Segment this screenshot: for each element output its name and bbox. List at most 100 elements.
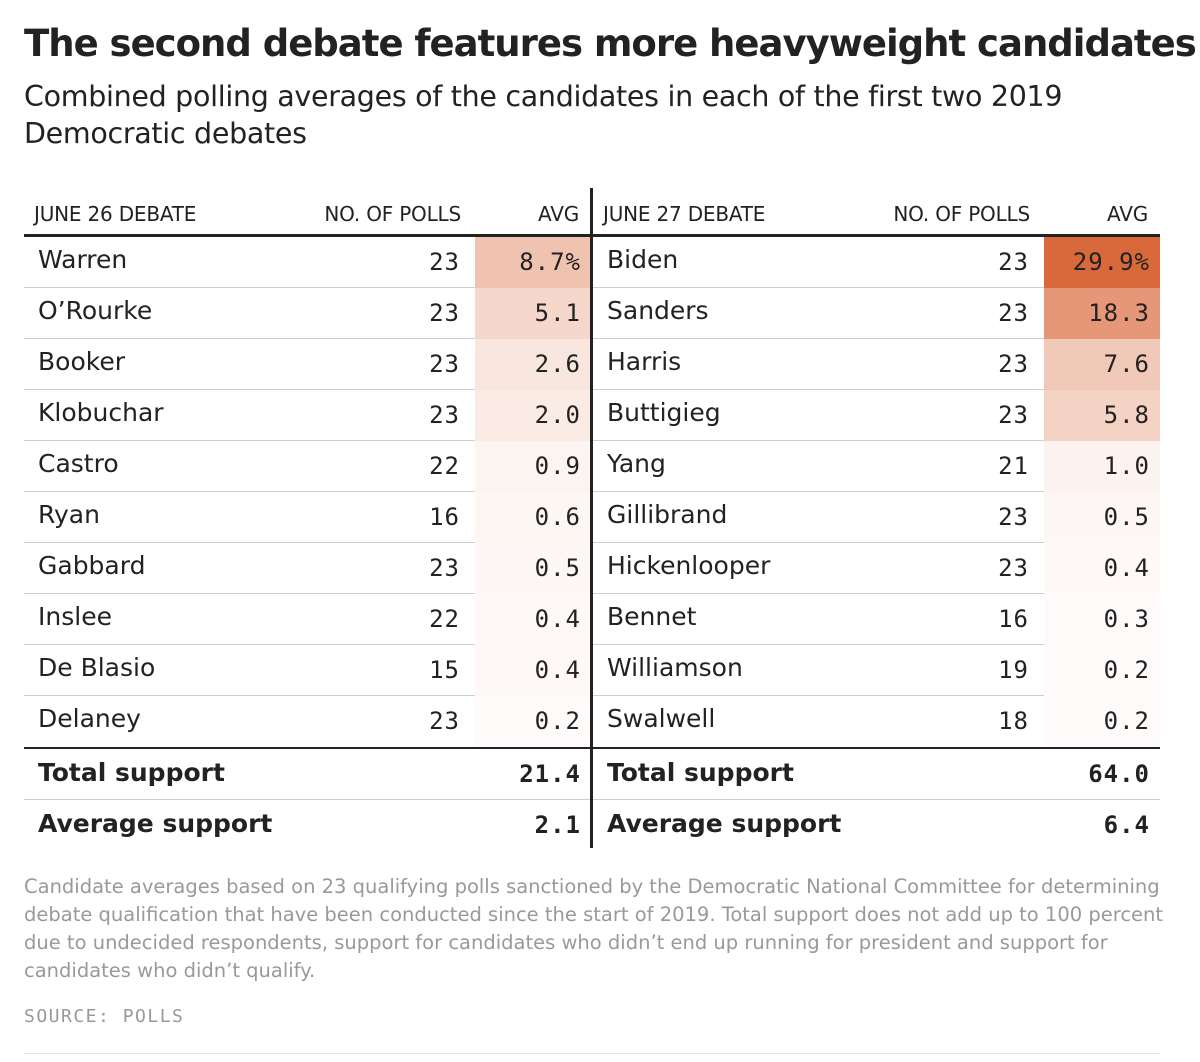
table-row: Inslee 22 0.4 — [24, 594, 591, 645]
candidate-rows: Warren 23 8.7% O’Rourke 23 5.1 Booker 23 2.6 Klob… — [24, 237, 591, 747]
avg-heat-cell — [475, 441, 591, 492]
table-row: Ryan 16 0.6 — [24, 492, 591, 543]
avg-heat-cell — [1044, 237, 1160, 288]
table-row: Swalwell 18 0.2 — [593, 696, 1160, 747]
total-support-label: Total support — [607, 758, 794, 787]
poll-count: 23 — [998, 503, 1029, 531]
table-header: JUNE 26 DEBATE NO. OF POLLS AVG — [24, 188, 591, 234]
avg-heat-cell — [1044, 339, 1160, 390]
header-avg: AVG — [538, 202, 579, 226]
polling-average: 2.6 — [534, 350, 581, 378]
summary-rule — [24, 747, 591, 749]
table-row: Booker 23 2.6 — [24, 339, 591, 390]
avg-heat-cell — [475, 339, 591, 390]
polling-average: 0.4 — [534, 656, 581, 684]
candidate-rows: Biden 23 29.9% Sanders 23 18.3 Harris 23 7.6 Butt… — [593, 237, 1160, 747]
polling-average: 8.7% — [519, 248, 581, 276]
candidate-name: Delaney — [38, 704, 141, 733]
candidate-name: De Blasio — [38, 653, 156, 682]
total-support-row: Total support 64.0 — [593, 749, 1160, 800]
header-rule — [593, 234, 1160, 237]
avg-heat-cell — [475, 237, 591, 288]
polling-average: 1.0 — [1103, 452, 1150, 480]
debate-polling-table: JUNE 26 DEBATE NO. OF POLLS AVG Warren 23 8.7… — [24, 188, 1160, 848]
poll-count: 16 — [429, 503, 460, 531]
total-support-value: 64.0 — [1088, 760, 1150, 788]
poll-count: 16 — [998, 605, 1029, 633]
average-support-label: Average support — [38, 809, 273, 838]
polling-average: 29.9% — [1072, 248, 1150, 276]
candidate-name: Gabbard — [38, 551, 146, 580]
table-row: Buttigieg 23 5.8 — [593, 390, 1160, 441]
june-27-debate-table: JUNE 27 DEBATE NO. OF POLLS AVG Biden 23 29.9… — [593, 188, 1160, 848]
polling-average: 7.6 — [1103, 350, 1150, 378]
polling-average: 18.3 — [1088, 299, 1150, 327]
candidate-name: Gillibrand — [607, 500, 728, 529]
table-row: Warren 23 8.7% — [24, 237, 591, 288]
poll-count: 23 — [998, 401, 1029, 429]
avg-heat-cell — [1044, 288, 1160, 339]
polling-average: 0.5 — [1103, 503, 1150, 531]
header-polls: NO. OF POLLS — [893, 202, 1030, 226]
total-support-label: Total support — [38, 758, 225, 787]
header-rule — [24, 234, 591, 237]
avg-heat-cell — [475, 645, 591, 696]
table-row: Gabbard 23 0.5 — [24, 543, 591, 594]
candidate-name: O’Rourke — [38, 296, 153, 325]
poll-count: 23 — [429, 707, 460, 735]
poll-count: 15 — [429, 656, 460, 684]
table-row: Sanders 23 18.3 — [593, 288, 1160, 339]
polling-average: 5.1 — [534, 299, 581, 327]
average-support-row: Average support 6.4 — [593, 800, 1160, 851]
header-debate: JUNE 27 DEBATE — [603, 202, 766, 226]
avg-heat-cell — [475, 390, 591, 441]
poll-count: 23 — [998, 554, 1029, 582]
avg-heat-cell — [475, 288, 591, 339]
average-support-label: Average support — [607, 809, 842, 838]
candidate-name: Hickenlooper — [607, 551, 771, 580]
avg-heat-cell — [1044, 543, 1160, 594]
candidate-name: Ryan — [38, 500, 100, 529]
poll-count: 22 — [429, 605, 460, 633]
average-support-value: 2.1 — [534, 811, 581, 839]
poll-count: 23 — [998, 350, 1029, 378]
table-row: Biden 23 29.9% — [593, 237, 1160, 288]
candidate-name: Yang — [607, 449, 666, 478]
poll-count: 22 — [429, 452, 460, 480]
poll-count: 19 — [998, 656, 1029, 684]
polling-average: 0.2 — [1103, 656, 1150, 684]
chart-title: The second debate features more heavywei… — [24, 22, 1197, 65]
candidate-name: Harris — [607, 347, 682, 376]
table-row: Bennet 16 0.3 — [593, 594, 1160, 645]
polling-average: 0.5 — [534, 554, 581, 582]
avg-heat-cell — [475, 594, 591, 645]
average-support-row: Average support 2.1 — [24, 800, 591, 851]
candidate-name: Inslee — [38, 602, 112, 631]
table-row: Gillibrand 23 0.5 — [593, 492, 1160, 543]
candidate-name: Booker — [38, 347, 125, 376]
polling-average: 0.2 — [1103, 707, 1150, 735]
header-debate: JUNE 26 DEBATE — [34, 202, 197, 226]
poll-count: 21 — [998, 452, 1029, 480]
avg-heat-cell — [1044, 441, 1160, 492]
chart-source: SOURCE: POLLS — [24, 1006, 185, 1027]
polling-average: 0.4 — [534, 605, 581, 633]
summary-rule — [593, 747, 1160, 749]
table-row: Klobuchar 23 2.0 — [24, 390, 591, 441]
table-row: Yang 21 1.0 — [593, 441, 1160, 492]
avg-heat-cell — [475, 492, 591, 543]
poll-count: 23 — [429, 299, 460, 327]
poll-count: 23 — [998, 248, 1029, 276]
candidate-name: Swalwell — [607, 704, 716, 733]
avg-heat-cell — [475, 543, 591, 594]
avg-heat-cell — [1044, 594, 1160, 645]
table-row: O’Rourke 23 5.1 — [24, 288, 591, 339]
candidate-name: Bennet — [607, 602, 697, 631]
candidate-name: Klobuchar — [38, 398, 164, 427]
candidate-name: Sanders — [607, 296, 709, 325]
avg-heat-cell — [1044, 696, 1160, 747]
table-row: Williamson 19 0.2 — [593, 645, 1160, 696]
polling-average: 0.9 — [534, 452, 581, 480]
poll-count: 18 — [998, 707, 1029, 735]
avg-heat-cell — [1044, 645, 1160, 696]
